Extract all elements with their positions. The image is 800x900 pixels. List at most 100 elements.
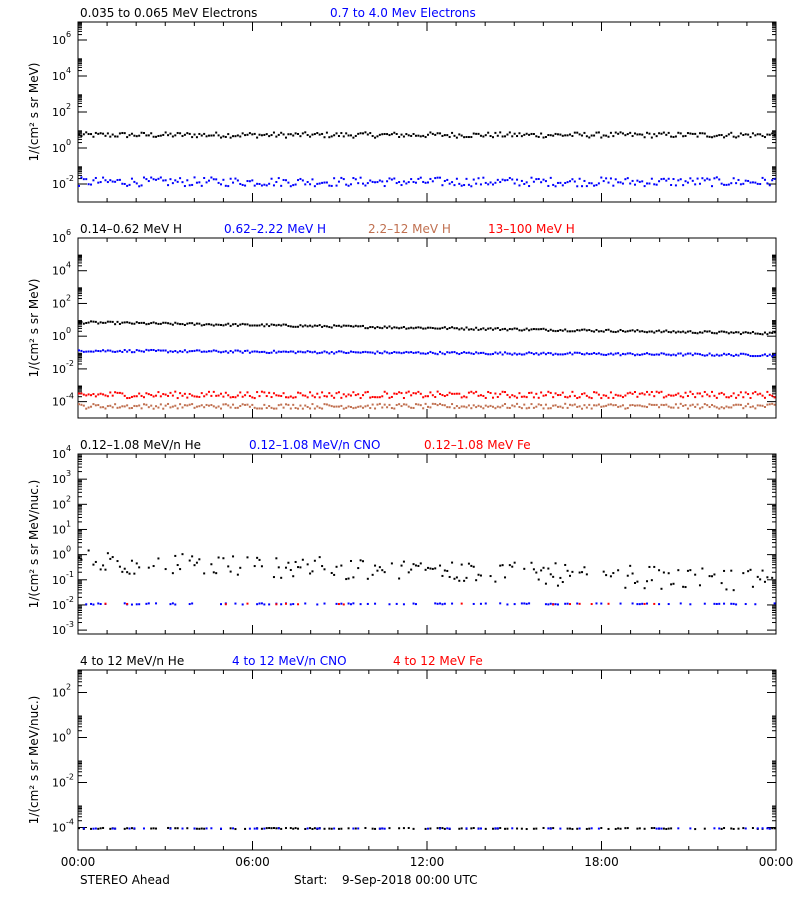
data-point <box>653 353 656 356</box>
data-point <box>653 133 656 136</box>
data-point <box>236 406 239 409</box>
data-point <box>619 354 622 357</box>
data-point <box>354 394 357 397</box>
data-point <box>325 403 328 406</box>
data-point <box>739 391 742 394</box>
data-point <box>554 185 557 188</box>
data-point <box>239 182 242 185</box>
data-point <box>434 327 437 330</box>
data-point <box>419 135 422 138</box>
data-point <box>518 132 521 135</box>
data-point <box>193 133 196 136</box>
data-point <box>186 179 189 182</box>
data-point <box>292 134 295 137</box>
data-point <box>212 349 215 352</box>
data-point <box>723 407 726 410</box>
data-point <box>118 132 121 135</box>
data-point <box>518 405 521 408</box>
data-point <box>390 407 393 410</box>
data-point <box>453 392 456 395</box>
data-point <box>744 353 747 356</box>
data-point <box>658 827 661 830</box>
data-point <box>306 827 309 830</box>
data-point <box>448 182 451 185</box>
data-point <box>523 353 526 356</box>
data-point <box>621 352 624 355</box>
data-point <box>739 132 742 135</box>
data-point <box>544 582 547 585</box>
data-point <box>771 402 774 405</box>
data-point <box>725 183 728 186</box>
data-point <box>244 394 247 397</box>
data-point <box>725 405 728 408</box>
data-point <box>525 132 528 135</box>
data-point <box>751 405 754 408</box>
data-point <box>749 181 752 184</box>
data-point <box>691 393 694 396</box>
data-point <box>458 328 461 331</box>
data-point <box>732 135 735 138</box>
data-point <box>465 396 468 399</box>
data-point <box>342 324 345 327</box>
data-point <box>626 574 629 577</box>
data-point <box>578 177 581 180</box>
data-point <box>280 131 283 134</box>
data-point <box>234 406 237 409</box>
data-point <box>90 394 93 397</box>
data-point <box>157 322 160 325</box>
data-point <box>369 396 372 399</box>
data-point <box>90 183 93 186</box>
data-point <box>535 392 538 395</box>
data-point <box>759 354 762 357</box>
data-point <box>236 573 239 576</box>
data-point <box>270 396 273 399</box>
data-point <box>104 350 107 353</box>
data-point <box>513 182 516 185</box>
data-point <box>251 179 254 182</box>
data-point <box>455 405 458 408</box>
data-point <box>80 135 83 138</box>
data-point <box>467 136 470 139</box>
data-point <box>366 577 369 580</box>
y-tick-exponent: -3 <box>66 620 74 629</box>
data-point <box>183 392 186 395</box>
data-point <box>590 182 593 185</box>
data-point <box>111 133 114 136</box>
data-point <box>499 329 502 332</box>
data-point <box>359 176 362 179</box>
data-point <box>340 602 343 605</box>
data-point <box>145 348 148 351</box>
data-point <box>92 603 95 606</box>
data-point <box>735 353 738 356</box>
data-point <box>164 349 167 352</box>
data-point <box>711 185 714 188</box>
data-point <box>684 180 687 183</box>
data-point <box>275 557 278 560</box>
y-tick-label: 10 <box>52 473 66 486</box>
data-point <box>754 603 757 606</box>
data-point <box>511 565 514 568</box>
data-point <box>484 827 487 830</box>
data-point <box>253 565 256 568</box>
data-point <box>393 350 396 353</box>
data-point <box>633 404 636 407</box>
data-point <box>147 566 150 569</box>
data-point <box>670 183 673 186</box>
data-point <box>619 131 622 134</box>
data-point <box>759 332 762 335</box>
data-point <box>636 133 639 136</box>
data-point <box>220 183 223 186</box>
data-point <box>152 395 155 398</box>
data-point <box>323 350 326 353</box>
y-tick-label: 10 <box>52 178 66 191</box>
data-point <box>138 349 141 352</box>
data-point <box>191 183 194 186</box>
data-point <box>677 179 680 182</box>
legend-entry: 0.12–1.08 MeV/n He <box>80 438 201 452</box>
data-point <box>203 323 206 326</box>
data-point <box>335 184 338 187</box>
data-point <box>735 182 738 185</box>
data-point <box>715 353 718 356</box>
data-point <box>708 352 711 355</box>
legend-entry: 0.12–1.08 MeV Fe <box>424 438 531 452</box>
